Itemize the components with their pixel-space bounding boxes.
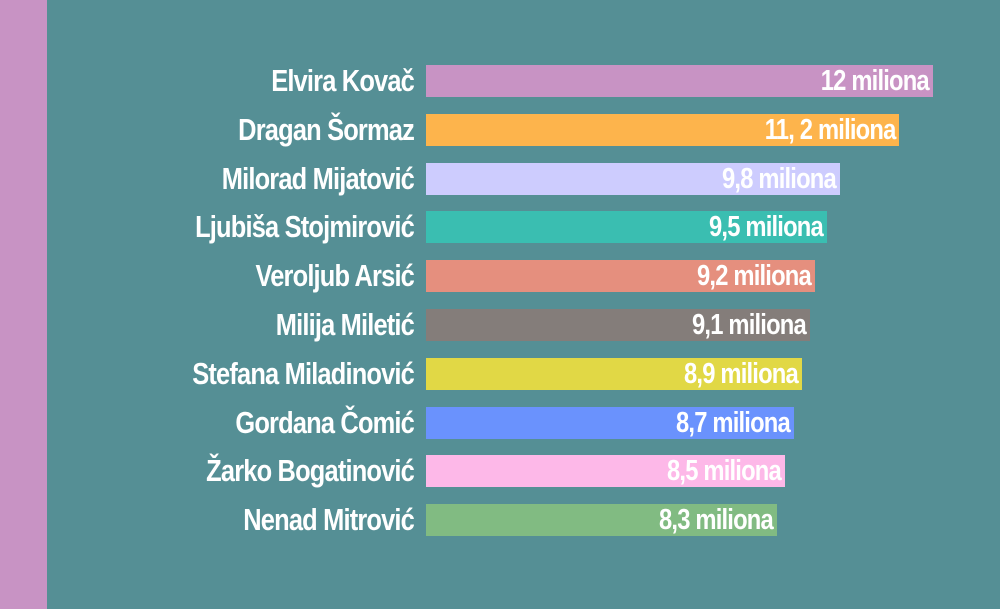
data-label: 12 miliona [820, 65, 930, 97]
category-label: Milorad Mijatović [221, 161, 415, 196]
data-label: 11, 2 miliona [764, 114, 896, 146]
category-label: Gordana Čomić [235, 405, 414, 440]
bar [426, 163, 840, 195]
category-label: Ljubiša Stojmirović [195, 209, 415, 244]
category-label: Milija Miletić [275, 307, 415, 342]
category-label: Veroljub Arsić [255, 258, 414, 293]
data-label: 8,5 miliona [667, 455, 782, 487]
category-label: Žarko Bogatinović [206, 453, 415, 488]
bar [426, 309, 810, 341]
data-label: 8,7 miliona [676, 407, 791, 439]
data-label: 9,2 miliona [697, 260, 812, 292]
bar [426, 358, 802, 390]
data-label: 9,5 miliona [709, 211, 824, 243]
bar [426, 455, 785, 487]
left-accent-stripe [0, 0, 47, 609]
bar [426, 260, 815, 292]
bar [426, 211, 827, 243]
data-label: 9,1 miliona [692, 309, 807, 341]
data-label: 9,8 miliona [722, 163, 837, 195]
bar [426, 65, 933, 97]
data-label: 8,9 miliona [684, 358, 799, 390]
bar [426, 407, 794, 439]
bar [426, 504, 777, 536]
category-label: Dragan Šormaz [238, 112, 415, 147]
category-label: Nenad Mitrović [243, 502, 415, 537]
data-label: 8,3 miliona [659, 504, 774, 536]
category-label: Stefana Miladinović [192, 356, 415, 391]
bar [426, 114, 899, 146]
category-label: Elvira Kovač [271, 63, 415, 98]
